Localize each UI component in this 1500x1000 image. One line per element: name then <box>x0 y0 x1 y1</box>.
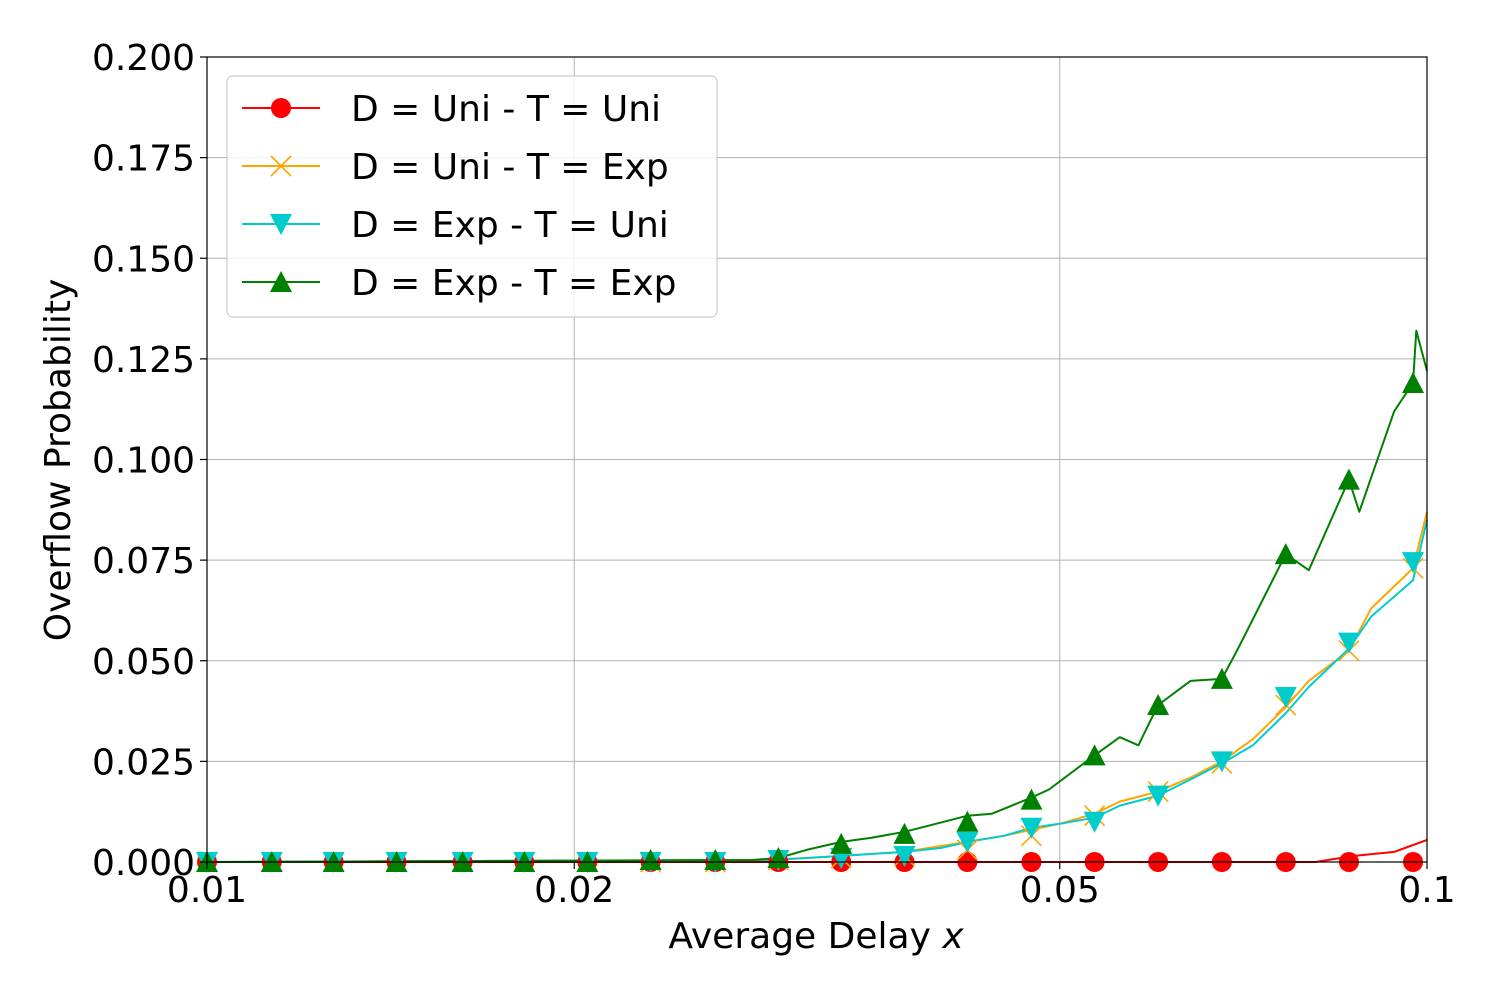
series-line-4 <box>206 329 1428 863</box>
x-tick-label: 0.02 <box>534 870 614 911</box>
series-4-point <box>1274 543 1297 565</box>
series-4-point <box>704 848 727 870</box>
legend-marker-1 <box>271 98 291 118</box>
legend-marker-3 <box>270 214 292 235</box>
y-tick-label: 0.000 <box>92 843 195 884</box>
series-3-point <box>1210 751 1233 773</box>
series-3-point <box>1337 632 1360 654</box>
series-4-point <box>830 832 853 854</box>
x-axis-label: Average Delay x <box>668 916 964 957</box>
y-tick-label: 0.200 <box>92 38 195 79</box>
y-tick-label: 0.050 <box>92 642 195 683</box>
legend: D = Uni - T = Uni D = Uni - T = Exp D = Ex… <box>226 75 718 318</box>
y-axis-ticks: 0.000 0.025 0.050 0.075 0.100 0.125 0.150 0.175… <box>92 38 207 884</box>
x-axis-label-text: Average Delay <box>668 916 931 957</box>
x-tick-label: 0.05 <box>1020 870 1100 911</box>
y-tick-label: 0.075 <box>92 541 195 582</box>
series-4-point <box>639 848 662 870</box>
x-axis-ticks: 0.01 0.02 0.05 0.1 <box>167 862 1456 911</box>
series-4-point <box>956 810 979 832</box>
series-4-point <box>1147 694 1170 716</box>
y-tick-label: 0.100 <box>92 441 195 482</box>
series-markers <box>196 372 1425 873</box>
legend-label-4: D = Exp - T = Exp <box>351 263 677 304</box>
series-3-point <box>1147 785 1170 807</box>
y-tick-label: 0.125 <box>92 340 195 381</box>
series-4-point <box>1402 372 1425 394</box>
legend-marker-4 <box>270 271 292 292</box>
series-3-point <box>956 831 979 853</box>
series-lines <box>206 329 1428 863</box>
series-3-point <box>1083 811 1106 833</box>
series-3-point <box>1402 552 1425 574</box>
series-3-point <box>893 845 916 867</box>
series-4-point <box>1210 667 1233 689</box>
y-tick-label: 0.175 <box>92 139 195 180</box>
series-4-point <box>893 822 916 844</box>
series-line-3 <box>206 519 1428 863</box>
y-tick-label: 0.150 <box>92 239 195 280</box>
legend-label-3: D = Exp - T = Uni <box>351 205 669 246</box>
series-4-point <box>767 846 790 868</box>
series-3-point <box>1020 817 1043 839</box>
series-4-point <box>1020 788 1043 810</box>
legend-label-2: D = Uni - T = Exp <box>351 147 669 188</box>
series-4-point <box>1083 744 1106 766</box>
x-tick-label: 0.1 <box>1398 870 1455 911</box>
series-line-2 <box>206 511 1428 863</box>
y-tick-label: 0.025 <box>92 742 195 783</box>
legend-label-1: D = Uni - T = Uni <box>351 89 661 130</box>
legend-marker-2 <box>270 155 292 177</box>
series-4-point <box>1337 468 1360 490</box>
x-tick-label: 0.01 <box>167 870 247 911</box>
x-axis-label-variable: x <box>941 916 964 957</box>
series-3-point <box>1274 686 1297 708</box>
y-axis-label: Overflow Probability <box>38 279 79 641</box>
legend-box <box>226 75 718 318</box>
